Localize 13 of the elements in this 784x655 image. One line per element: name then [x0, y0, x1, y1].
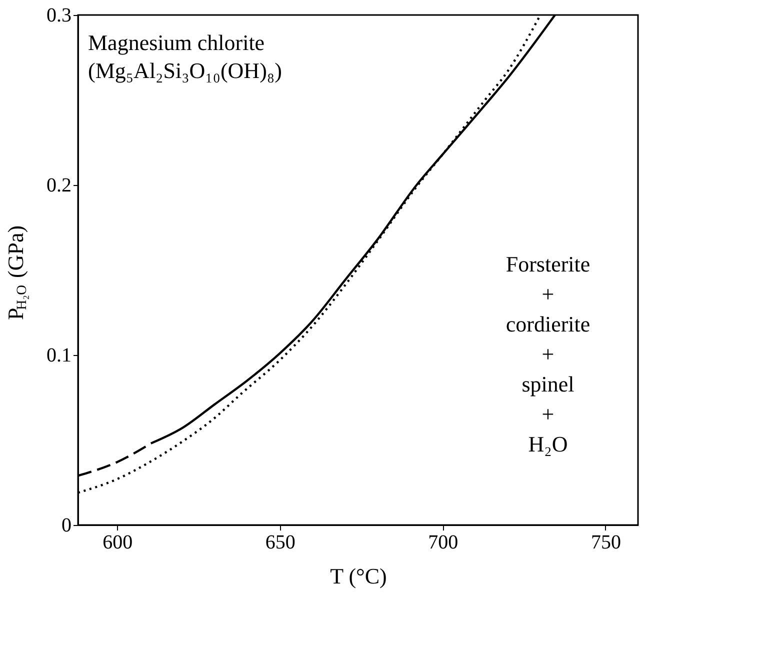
x-tick-label: 650 — [265, 532, 296, 554]
y-tick-label: 0 — [62, 514, 72, 536]
x-tick-label: 600 — [102, 532, 133, 554]
x-axis-title: T (°C) — [330, 564, 387, 588]
x-tick-label: 700 — [428, 532, 458, 554]
y-tick-label: 0.1 — [46, 344, 72, 366]
y-tick-label: 0.2 — [46, 174, 72, 196]
annotation: Magnesium chlorite — [88, 30, 265, 55]
annotation: Forsterite + cordierite + spinel + H₂O — [506, 252, 590, 457]
annotation: (Mg₅Al₂Si₃O₁₀(OH)₈) — [88, 58, 282, 83]
y-axis-title: PH₂O (GPa) — [3, 225, 30, 320]
y-tick-label: 0.3 — [46, 4, 72, 26]
x-tick-label: 750 — [590, 532, 621, 554]
